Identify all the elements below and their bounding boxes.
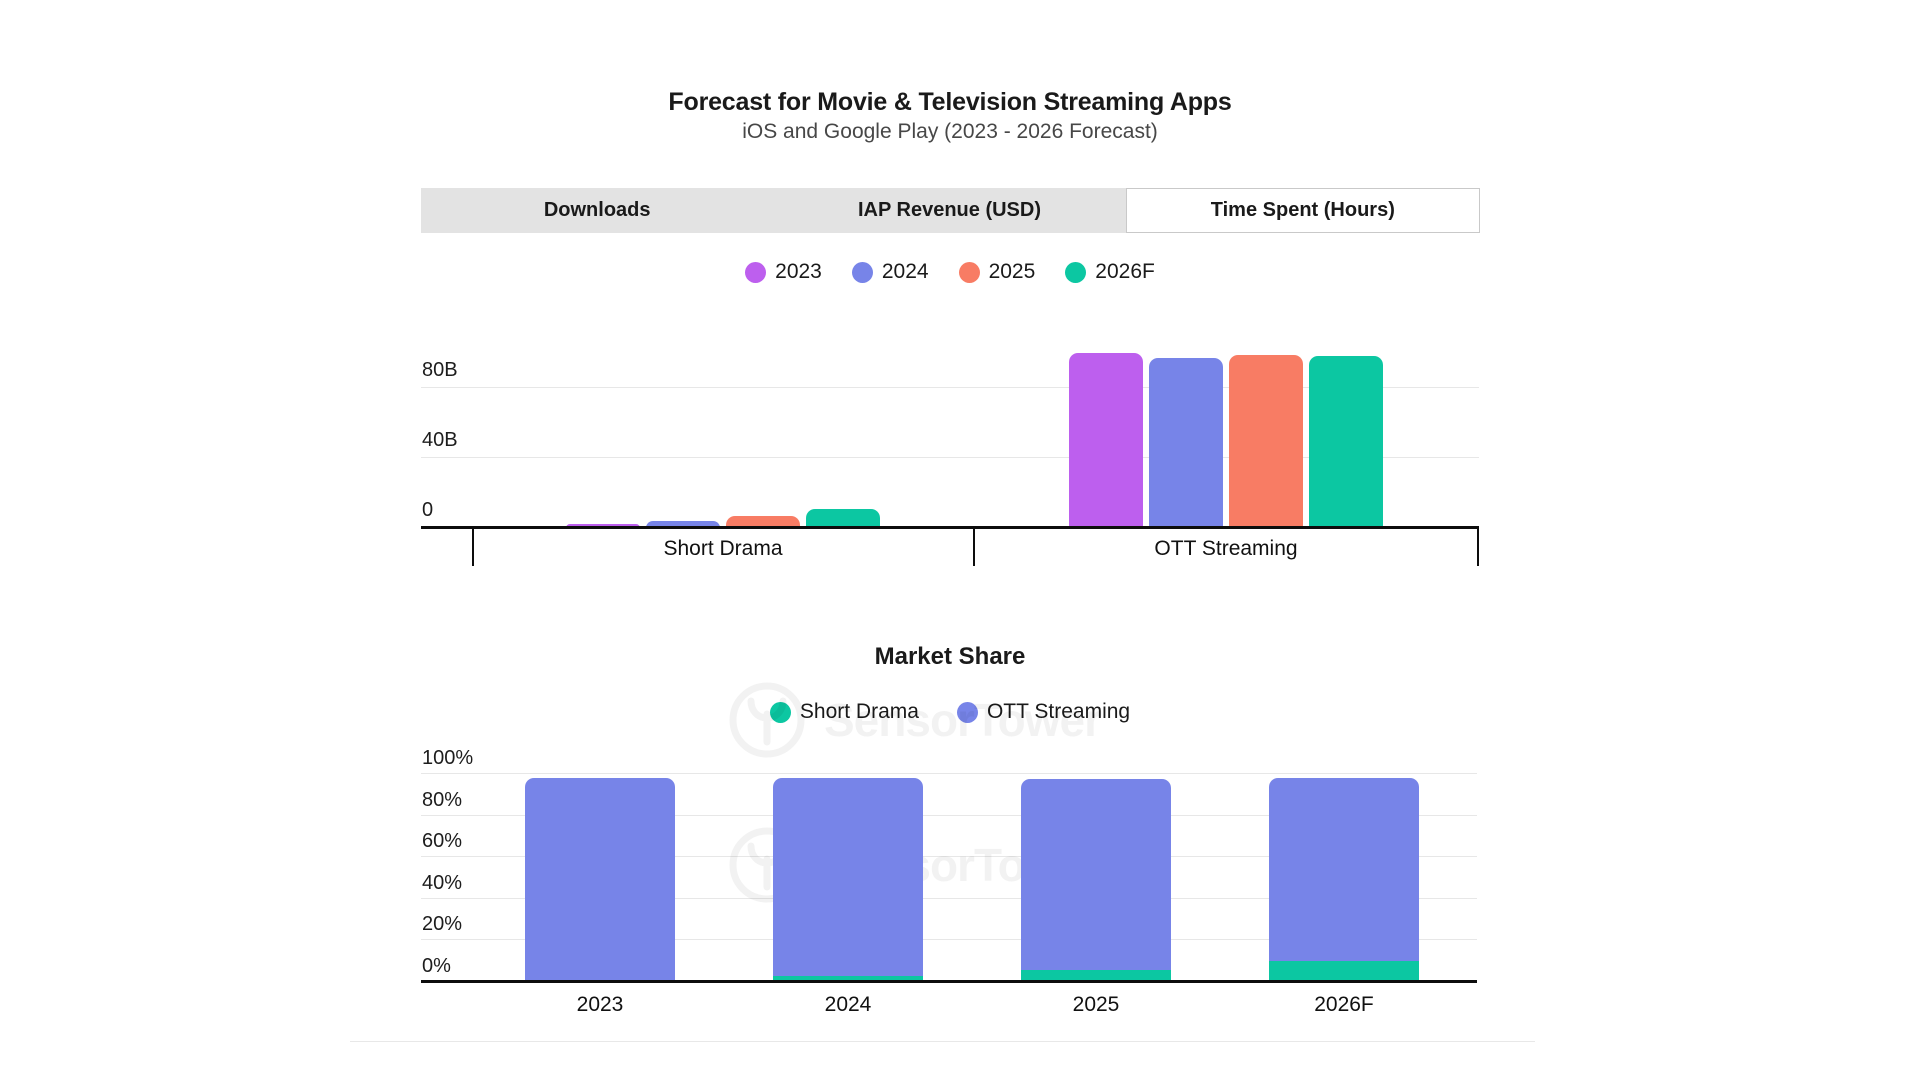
bar-2023-ott-streaming[interactable]	[1069, 353, 1143, 528]
chart2-legend-item-ott-streaming[interactable]: OTT Streaming	[956, 700, 1131, 724]
bar-short-drama-2026f[interactable]	[1269, 961, 1419, 982]
page-title: Forecast for Movie & Television Streamin…	[668, 88, 1232, 116]
x-axis-label-2025: 2025	[1072, 993, 1120, 1016]
legend-label: 2023	[775, 260, 822, 283]
gridline-20	[421, 939, 1477, 941]
chart1-x-axis	[421, 526, 1479, 529]
y-axis-label-0: 0	[422, 499, 434, 521]
x-axis-label-ott-streaming: OTT Streaming	[1154, 537, 1298, 560]
y-axis-label-0: 0%	[422, 955, 451, 977]
legend-dot-icon	[851, 261, 873, 283]
legend-dot-icon	[1065, 261, 1087, 283]
legend-label: OTT Streaming	[986, 700, 1131, 723]
gridline-80	[421, 814, 1477, 816]
x-axis-label-2026f: 2026F	[1314, 993, 1374, 1016]
legend-dot-icon	[956, 701, 978, 723]
chart1-axis-tick	[973, 528, 975, 566]
gridline-80b	[421, 387, 1479, 388]
y-axis-label-100: 100%	[422, 747, 474, 769]
bar-ott-streaming-2026f[interactable]	[1269, 778, 1419, 961]
bar-2026f-ott-streaming[interactable]	[1309, 356, 1383, 528]
chart2-legend: Short Drama OTT Streaming	[421, 694, 1479, 730]
legend-dot-icon	[745, 261, 767, 283]
chart1-legend-item-2025[interactable]: 2025	[958, 260, 1036, 284]
legend-dot-icon	[769, 701, 791, 723]
legend-label: Short Drama	[799, 700, 919, 723]
bar-2025-short-drama[interactable]	[726, 516, 800, 528]
metric-tabs: Downloads IAP Revenue (USD) Time Spent (Ho…	[421, 188, 1480, 233]
chart2-plot: SensorTower 0% 20% 40% 60% 80% 100%	[421, 747, 1477, 982]
chart2-legend-item-short-drama[interactable]: Short Drama	[769, 700, 919, 724]
chart2-x-axis	[421, 980, 1477, 983]
bar-2024-short-drama[interactable]	[646, 521, 720, 528]
bar-short-drama-2024[interactable]	[773, 976, 923, 982]
bar-2025-ott-streaming[interactable]	[1229, 355, 1303, 528]
y-axis-label-80b: 80B	[422, 359, 458, 381]
y-axis-label-20: 20%	[422, 913, 463, 936]
tab-time-spent-hours[interactable]: Time Spent (Hours)	[1125, 188, 1480, 233]
y-axis-label-40b: 40B	[422, 429, 458, 451]
bar-ott-streaming-2025[interactable]	[1021, 779, 1171, 970]
x-axis-label-2024: 2024	[824, 993, 872, 1016]
page-subtitle: iOS and Google Play (2023 - 2026 Forecas…	[742, 120, 1158, 143]
chart1-legend-item-2026f[interactable]: 2026F	[1065, 260, 1155, 284]
chart1-axis-tick	[1477, 528, 1479, 566]
bar-ott-streaming-2023[interactable]	[525, 778, 675, 980]
x-axis-label-2023: 2023	[576, 993, 624, 1016]
chart1-axis-tick	[472, 528, 474, 566]
bar-2026f-short-drama[interactable]	[806, 509, 880, 528]
y-axis-label-80: 80%	[422, 788, 463, 811]
gridline-40	[421, 897, 1477, 899]
gridline-100	[421, 773, 1477, 774]
x-axis-label-short-drama: Short Drama	[663, 537, 783, 560]
legend-label: 2024	[881, 260, 929, 283]
tab-downloads[interactable]: Downloads	[543, 199, 651, 221]
bottom-divider	[350, 1041, 1535, 1042]
bar-short-drama-2025[interactable]	[1021, 970, 1171, 982]
bar-ott-streaming-2024[interactable]	[773, 778, 923, 976]
gridline-60	[421, 856, 1477, 858]
y-axis-label-60: 60%	[422, 830, 463, 853]
bar-2024-ott-streaming[interactable]	[1149, 358, 1223, 528]
chart1-legend-item-2023[interactable]: 2023	[745, 260, 822, 284]
chart1-legend-item-2024[interactable]: 2024	[851, 260, 929, 284]
chart2-title: Market Share	[874, 643, 1026, 670]
y-axis-label-40: 40%	[422, 871, 463, 894]
chart1-legend: 2023 2024 2025 2026F	[421, 254, 1479, 290]
legend-label: 2026F	[1095, 260, 1155, 283]
gridline-40b	[421, 457, 1479, 458]
tab-iap-revenue-usd[interactable]: IAP Revenue (USD)	[857, 199, 1041, 221]
legend-dot-icon	[958, 261, 980, 283]
legend-label: 2025	[988, 260, 1036, 283]
